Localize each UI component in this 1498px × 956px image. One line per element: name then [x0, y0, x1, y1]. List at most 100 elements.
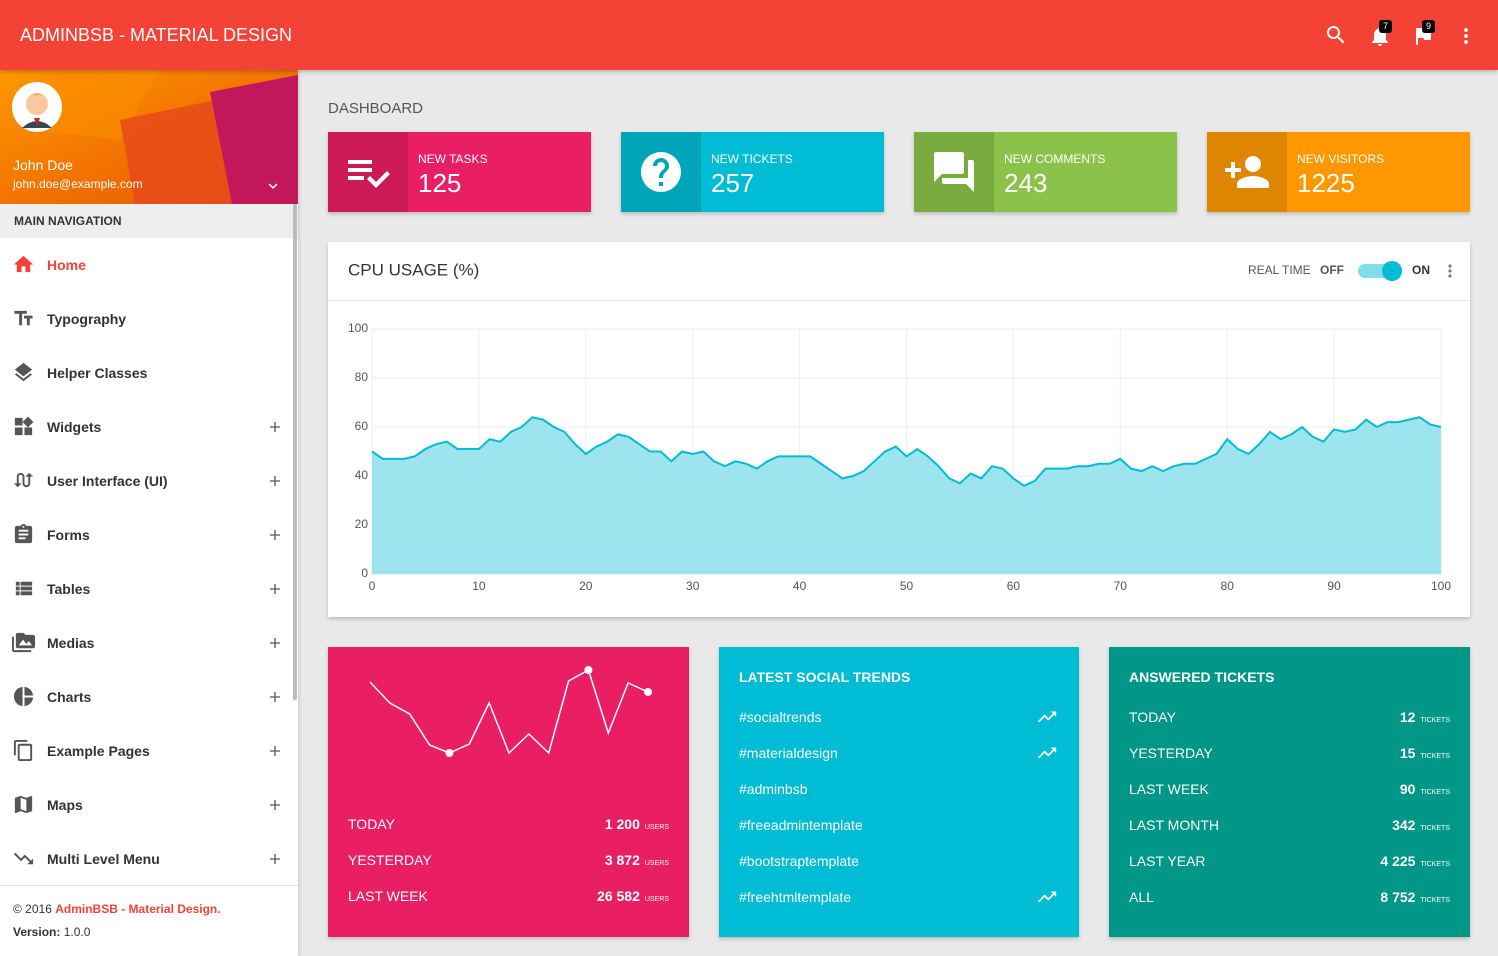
realtime-label: REAL TIME — [1248, 263, 1311, 277]
trend-tag: #freehtmltemplate — [739, 889, 852, 905]
version: Version: 1.0.0 — [13, 925, 90, 939]
trend-icon-path — [1037, 747, 1057, 759]
info-label: NEW TICKETS — [711, 152, 793, 166]
trend-row[interactable]: #adminbsb — [739, 777, 1059, 801]
info-icon-area — [914, 132, 994, 212]
nav-item[interactable]: Tables — [0, 562, 290, 616]
trend-tag: #freeadmintemplate — [739, 817, 863, 833]
stat-unit: USERS — [644, 860, 669, 867]
nav-label: Multi Level Menu — [47, 851, 160, 867]
top-bar: ADMINBSB - MATERIAL DESIGN 7 9 — [0, 0, 1498, 70]
nav-item[interactable]: Home — [0, 238, 290, 292]
nav-item[interactable]: Widgets — [0, 400, 290, 454]
nav-item[interactable]: Maps — [0, 778, 290, 832]
x-tick-label: 0 — [369, 579, 376, 593]
stat-row: LAST MONTH 342 TICKETS — [1129, 813, 1450, 837]
nav-label: Maps — [47, 797, 83, 813]
nav-icon-path — [13, 255, 34, 273]
nav-icon — [14, 310, 33, 326]
tickets-card: ANSWERED TICKETS TODAY 12 TICKETS YESTERDAY… — [1109, 647, 1470, 937]
nav-icon-path — [12, 632, 35, 653]
nav-item[interactable]: Example Pages — [0, 724, 290, 778]
expand-icon — [270, 746, 280, 756]
trend-tag: #socialtrends — [739, 709, 822, 725]
stat-label: YESTERDAY — [348, 852, 432, 868]
trend-tag: #materialdesign — [739, 745, 838, 761]
stat-label: LAST WEEK — [1129, 781, 1209, 797]
sidebar: John Doe john.doe@example.com MAIN NAVIG… — [0, 70, 298, 956]
info-icon-area — [328, 132, 408, 212]
trend-tag: #bootstraptemplate — [739, 853, 859, 869]
nav-icon — [14, 416, 34, 436]
expand-icon — [270, 854, 280, 864]
plus — [270, 422, 280, 432]
stat-value-group: 3 872 USERS — [605, 852, 669, 868]
stat-label: YESTERDAY — [1129, 745, 1213, 761]
user-email: john.doe@example.com — [13, 177, 143, 191]
x-tick-label: 80 — [1221, 579, 1235, 593]
trend-icon-path — [1037, 891, 1057, 903]
nav-item[interactable]: Multi Level Menu — [0, 832, 290, 886]
x-tick-label: 70 — [1114, 579, 1128, 593]
expand-icon — [270, 476, 280, 486]
stat-unit: TICKETS — [1420, 897, 1450, 904]
stat-label: LAST WEEK — [348, 888, 428, 904]
card-title: ANSWERED TICKETS — [1129, 669, 1275, 685]
trend-icon — [1037, 711, 1057, 723]
nav-header: MAIN NAVIGATION — [0, 204, 298, 238]
x-tick-label: 50 — [900, 579, 914, 593]
more-icon[interactable] — [1454, 24, 1478, 48]
nav-item[interactable]: Forms — [0, 508, 290, 562]
nav-label: Typography — [47, 311, 127, 327]
info-box: NEW TICKETS 257 — [621, 132, 884, 212]
search-icon[interactable] — [1324, 23, 1348, 47]
stat-value-group: 8 752 TICKETS — [1380, 889, 1450, 905]
footer-brand[interactable]: AdminBSB - Material Design. — [55, 902, 221, 916]
more-menu[interactable] — [1448, 264, 1452, 278]
stat-unit: TICKETS — [1420, 753, 1450, 760]
info-box: NEW TASKS 125 — [328, 132, 591, 212]
nav-label: Example Pages — [47, 743, 150, 759]
y-tick-label: 80 — [355, 370, 369, 384]
expand-icon — [270, 638, 280, 648]
trend-row[interactable]: #socialtrends — [739, 705, 1059, 729]
switch-knob[interactable] — [1382, 261, 1402, 281]
nav-item[interactable]: Medias — [0, 616, 290, 670]
cpu-chart: CPU USAGE (%) REAL TIME OFF ON 0 20 40 60 80… — [328, 260, 1470, 593]
stat-row: YESTERDAY 15 TICKETS — [1129, 741, 1450, 765]
nav-icon-path — [15, 581, 33, 596]
brand[interactable]: ADMINBSB - MATERIAL DESIGN — [20, 25, 293, 45]
nav-icon — [13, 686, 34, 707]
nav-label: Widgets — [47, 419, 102, 435]
plus — [270, 692, 280, 702]
plus — [270, 530, 280, 540]
nav-icon — [13, 852, 34, 865]
nav-label: Medias — [47, 635, 95, 651]
nav-icon — [14, 523, 33, 544]
stat-value-group: 4 225 TICKETS — [1380, 853, 1450, 869]
area-fill — [372, 417, 1441, 574]
info-icon-area — [1207, 132, 1287, 212]
nav-label: Tables — [47, 581, 91, 597]
info-value: 125 — [418, 168, 462, 198]
trend-row[interactable]: #bootstraptemplate — [739, 849, 1059, 873]
nav-item[interactable]: Helper Classes — [0, 346, 290, 400]
user-menu-toggle[interactable] — [264, 177, 282, 195]
stat-value-group: 1 200 USERS — [605, 816, 669, 832]
sparkline-dot — [445, 749, 454, 757]
nav-item[interactable]: User Interface (UI) — [0, 454, 290, 508]
user-name[interactable]: John Doe — [13, 157, 73, 173]
scrollbar[interactable] — [293, 204, 297, 700]
expand-icon — [270, 800, 280, 810]
trend-row[interactable]: #freeadmintemplate — [739, 813, 1059, 837]
trend-row[interactable]: #freehtmltemplate — [739, 885, 1059, 909]
nav-item[interactable]: Typography — [0, 292, 290, 346]
info-icon-area — [621, 132, 701, 212]
trend-row[interactable]: #materialdesign — [739, 741, 1059, 765]
flag-badge: 9 — [1422, 20, 1435, 33]
stat-label: TODAY — [348, 816, 395, 832]
trend-icon — [1037, 891, 1057, 903]
stat-value-group: 342 TICKETS — [1392, 817, 1450, 833]
nav-item[interactable]: Charts — [0, 670, 290, 724]
stat-row: TODAY 12 TICKETS — [1129, 705, 1450, 729]
